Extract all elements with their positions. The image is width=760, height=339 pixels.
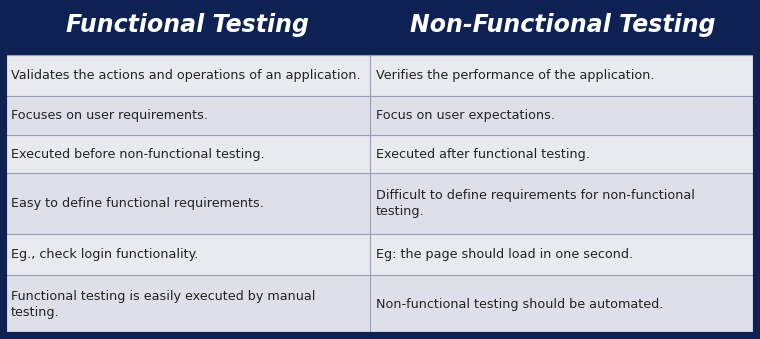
Text: Focus on user expectations.: Focus on user expectations. xyxy=(376,109,555,122)
Text: Validates the actions and operations of an application.: Validates the actions and operations of … xyxy=(11,69,361,82)
Text: Eg: the page should load in one second.: Eg: the page should load in one second. xyxy=(376,248,633,261)
Bar xyxy=(5,55,755,96)
Bar xyxy=(5,135,755,174)
Bar xyxy=(5,174,755,234)
Text: Functional testing is easily executed by manual
testing.: Functional testing is easily executed by… xyxy=(11,290,315,319)
Text: Executed before non-functional testing.: Executed before non-functional testing. xyxy=(11,147,264,161)
Text: Verifies the performance of the application.: Verifies the performance of the applicat… xyxy=(376,69,654,82)
Text: Functional Testing: Functional Testing xyxy=(66,13,309,37)
Text: Non-Functional Testing: Non-Functional Testing xyxy=(410,13,715,37)
Text: Easy to define functional requirements.: Easy to define functional requirements. xyxy=(11,197,264,211)
Text: Difficult to define requirements for non-functional
testing.: Difficult to define requirements for non… xyxy=(376,190,695,218)
Bar xyxy=(5,275,755,334)
Text: Eg., check login functionality.: Eg., check login functionality. xyxy=(11,248,198,261)
Text: Executed after functional testing.: Executed after functional testing. xyxy=(376,147,590,161)
Text: Focuses on user requirements.: Focuses on user requirements. xyxy=(11,109,208,122)
Bar xyxy=(5,96,755,135)
Bar xyxy=(5,234,755,275)
Text: Non-functional testing should be automated.: Non-functional testing should be automat… xyxy=(376,298,663,311)
